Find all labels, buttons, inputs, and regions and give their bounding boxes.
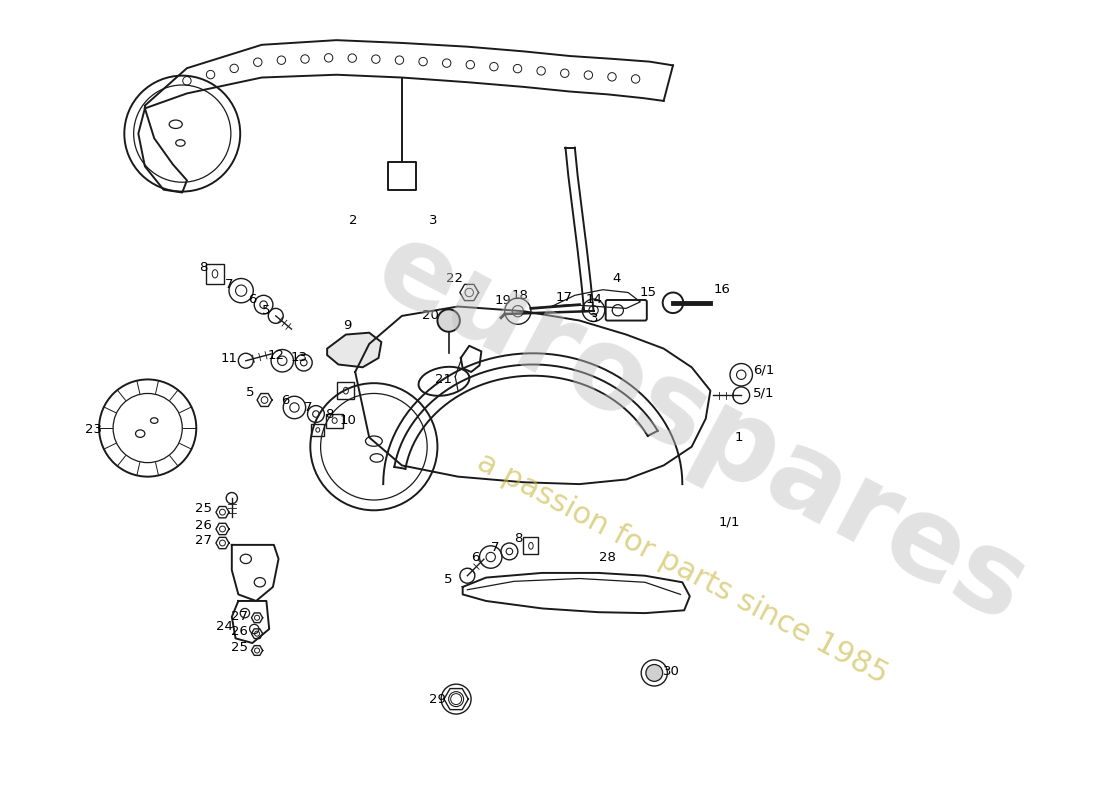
Text: 3: 3 bbox=[429, 214, 438, 227]
Text: 8: 8 bbox=[199, 261, 208, 274]
Bar bbox=[206, 263, 224, 284]
Bar bbox=[311, 424, 324, 435]
Text: 21: 21 bbox=[434, 373, 451, 386]
Text: 18: 18 bbox=[512, 289, 528, 302]
Text: 17: 17 bbox=[557, 290, 573, 304]
Text: 16: 16 bbox=[713, 283, 730, 296]
Text: 7: 7 bbox=[491, 541, 499, 554]
Text: 27: 27 bbox=[196, 534, 212, 546]
Text: 6: 6 bbox=[249, 293, 256, 306]
Text: 6: 6 bbox=[471, 550, 478, 563]
Text: 11: 11 bbox=[220, 352, 238, 366]
Text: 5/1: 5/1 bbox=[752, 386, 774, 399]
Text: 1/1: 1/1 bbox=[718, 515, 740, 528]
Text: 23: 23 bbox=[85, 423, 102, 437]
Text: 25: 25 bbox=[196, 502, 212, 515]
Text: 2: 2 bbox=[349, 214, 358, 227]
Text: 14: 14 bbox=[585, 293, 602, 306]
Text: 9: 9 bbox=[343, 318, 352, 332]
Polygon shape bbox=[327, 333, 382, 367]
Text: 8: 8 bbox=[515, 532, 522, 545]
Text: 26: 26 bbox=[196, 518, 212, 532]
Text: 20: 20 bbox=[421, 310, 439, 322]
Text: 10: 10 bbox=[339, 414, 356, 427]
Text: 6/1: 6/1 bbox=[754, 363, 774, 377]
Text: eurospares: eurospares bbox=[356, 210, 1045, 646]
Text: 5: 5 bbox=[444, 573, 453, 586]
Text: 3: 3 bbox=[591, 312, 598, 325]
Text: 19: 19 bbox=[494, 294, 512, 307]
Circle shape bbox=[646, 665, 662, 682]
Text: 28: 28 bbox=[600, 550, 616, 563]
Bar bbox=[327, 414, 343, 427]
Text: 26: 26 bbox=[231, 626, 248, 638]
Text: 15: 15 bbox=[639, 286, 657, 299]
Text: 7: 7 bbox=[305, 401, 312, 414]
Text: 29: 29 bbox=[429, 693, 446, 706]
Text: 5: 5 bbox=[246, 386, 255, 399]
Text: a passion for parts since 1985: a passion for parts since 1985 bbox=[472, 447, 893, 690]
Text: 24: 24 bbox=[216, 620, 233, 633]
Bar bbox=[524, 538, 538, 554]
Bar bbox=[338, 382, 354, 399]
Text: 5: 5 bbox=[262, 304, 271, 317]
Text: 13: 13 bbox=[290, 350, 308, 363]
Text: 30: 30 bbox=[662, 665, 680, 678]
Text: 4: 4 bbox=[613, 272, 621, 285]
Text: 8: 8 bbox=[324, 409, 333, 422]
Text: 12: 12 bbox=[267, 349, 284, 362]
Text: 25: 25 bbox=[231, 641, 248, 654]
Circle shape bbox=[438, 310, 460, 332]
Text: 1: 1 bbox=[734, 431, 742, 444]
Text: 27: 27 bbox=[231, 610, 248, 623]
Text: 6: 6 bbox=[280, 394, 289, 406]
Text: 22: 22 bbox=[446, 272, 463, 285]
Text: 7: 7 bbox=[224, 278, 233, 290]
